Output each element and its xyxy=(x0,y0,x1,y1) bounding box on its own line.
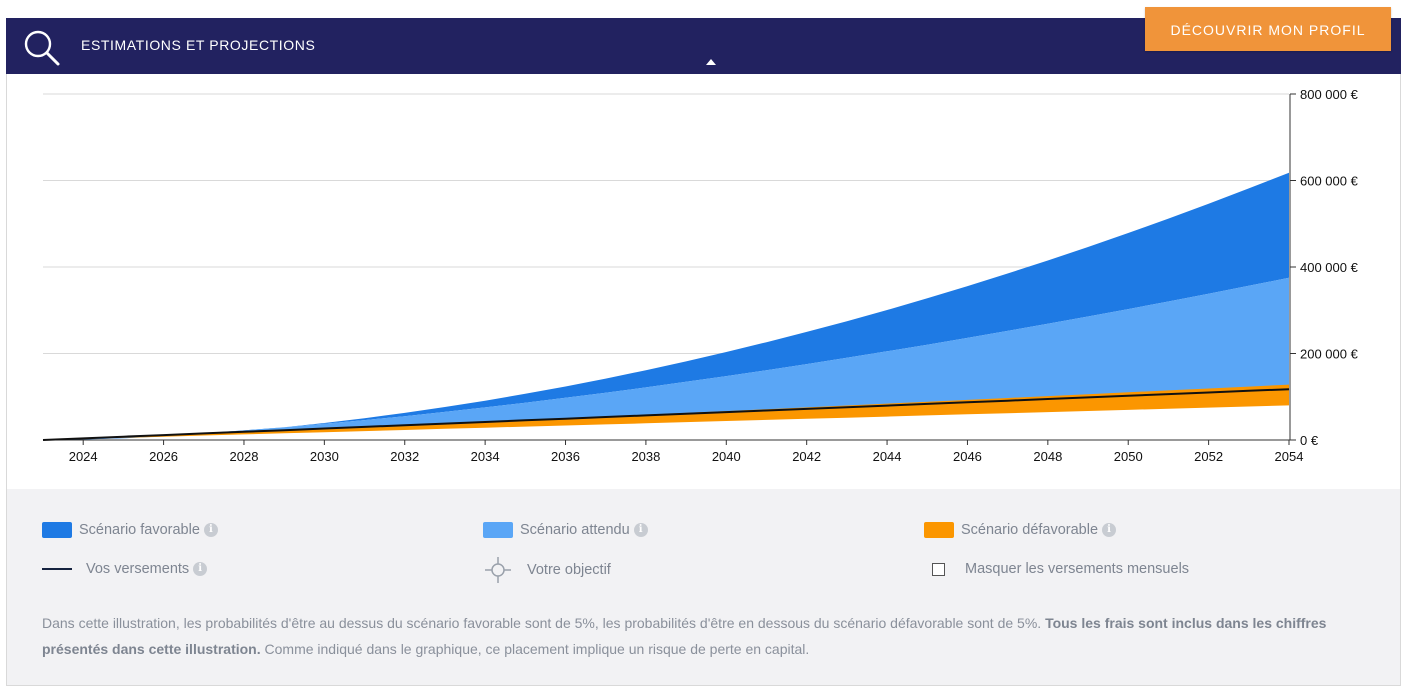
section-title: ESTIMATIONS ET PROJECTIONS xyxy=(81,37,316,53)
info-icon[interactable]: i xyxy=(1102,523,1117,537)
legend-defavorable[interactable]: Scénario défavorable i xyxy=(924,522,1117,538)
y-tick-label: 800 000 € xyxy=(1300,87,1359,102)
y-tick-label: 400 000 € xyxy=(1300,260,1359,275)
info-icon[interactable]: i xyxy=(203,523,218,537)
legend-objectif[interactable]: Votre objectif xyxy=(483,557,611,583)
legend-favorable-label: Scénario favorable xyxy=(79,522,200,538)
x-tick-label: 2044 xyxy=(873,449,902,464)
legend-versements-line xyxy=(42,568,72,570)
x-tick-label: 2024 xyxy=(69,449,98,464)
collapse-caret-icon[interactable] xyxy=(706,59,716,65)
search-icon xyxy=(24,30,60,66)
page-frame xyxy=(6,18,1401,686)
legend-versements[interactable]: Vos versements i xyxy=(42,561,208,577)
legend-panel: Scénario favorable i Scénario attendu i … xyxy=(7,489,1400,685)
disclaimer-part1: Dans cette illustration, les probabilité… xyxy=(42,615,1046,631)
target-icon xyxy=(485,557,511,583)
hide-monthly-checkbox[interactable] xyxy=(932,562,945,576)
legend-attendu-label: Scénario attendu xyxy=(520,522,630,538)
legend-favorable[interactable]: Scénario favorable i xyxy=(42,522,218,538)
projection-chart: 800 000 €600 000 €400 000 €200 000 €0 €2… xyxy=(0,74,1421,488)
x-tick-label: 2032 xyxy=(390,449,419,464)
legend-favorable-swatch xyxy=(42,522,72,538)
x-tick-label: 2042 xyxy=(792,449,821,464)
chart-svg: 800 000 €600 000 €400 000 €200 000 €0 €2… xyxy=(42,87,1359,464)
disclaimer-part2: Tous les frais sont inclus dans les chif… xyxy=(42,615,1327,657)
hide-monthly-toggle[interactable]: Masquer les versements mensuels xyxy=(924,561,1189,577)
x-tick-label: 2030 xyxy=(310,449,339,464)
discover-profile-button[interactable]: DÉCOUVRIR MON PROFIL xyxy=(1145,7,1391,51)
x-tick-label: 2038 xyxy=(631,449,660,464)
disclaimer-text: Dans cette illustration, les probabilité… xyxy=(42,610,1372,662)
x-tick-label: 2034 xyxy=(471,449,500,464)
x-tick-label: 2036 xyxy=(551,449,580,464)
x-tick-label: 2028 xyxy=(230,449,259,464)
info-icon[interactable]: i xyxy=(193,562,208,576)
area-favorable xyxy=(43,172,1289,440)
legend-defavorable-label: Scénario défavorable xyxy=(961,522,1099,538)
info-icon[interactable]: i xyxy=(633,523,648,537)
y-tick-label: 0 € xyxy=(1300,433,1319,448)
x-tick-label: 2048 xyxy=(1033,449,1062,464)
x-tick-label: 2052 xyxy=(1194,449,1223,464)
area-defavorable xyxy=(43,384,1289,440)
legend-versements-label: Vos versements xyxy=(86,561,190,577)
hide-monthly-label: Masquer les versements mensuels xyxy=(965,561,1190,577)
x-tick-label: 2046 xyxy=(953,449,982,464)
disclaimer-part3: Comme indiqué dans le graphique, ce plac… xyxy=(260,641,810,657)
y-tick-label: 200 000 € xyxy=(1300,347,1359,362)
x-tick-label: 2050 xyxy=(1114,449,1143,464)
x-tick-label: 2054 xyxy=(1275,449,1304,464)
x-tick-label: 2026 xyxy=(149,449,178,464)
legend-attendu[interactable]: Scénario attendu i xyxy=(483,522,648,538)
legend-defavorable-swatch xyxy=(924,522,954,538)
legend-attendu-swatch xyxy=(483,522,513,538)
line-versements xyxy=(42,388,1290,441)
x-tick-label: 2040 xyxy=(712,449,741,464)
legend-objectif-label: Votre objectif xyxy=(527,562,611,578)
y-tick-label: 600 000 € xyxy=(1300,174,1359,189)
